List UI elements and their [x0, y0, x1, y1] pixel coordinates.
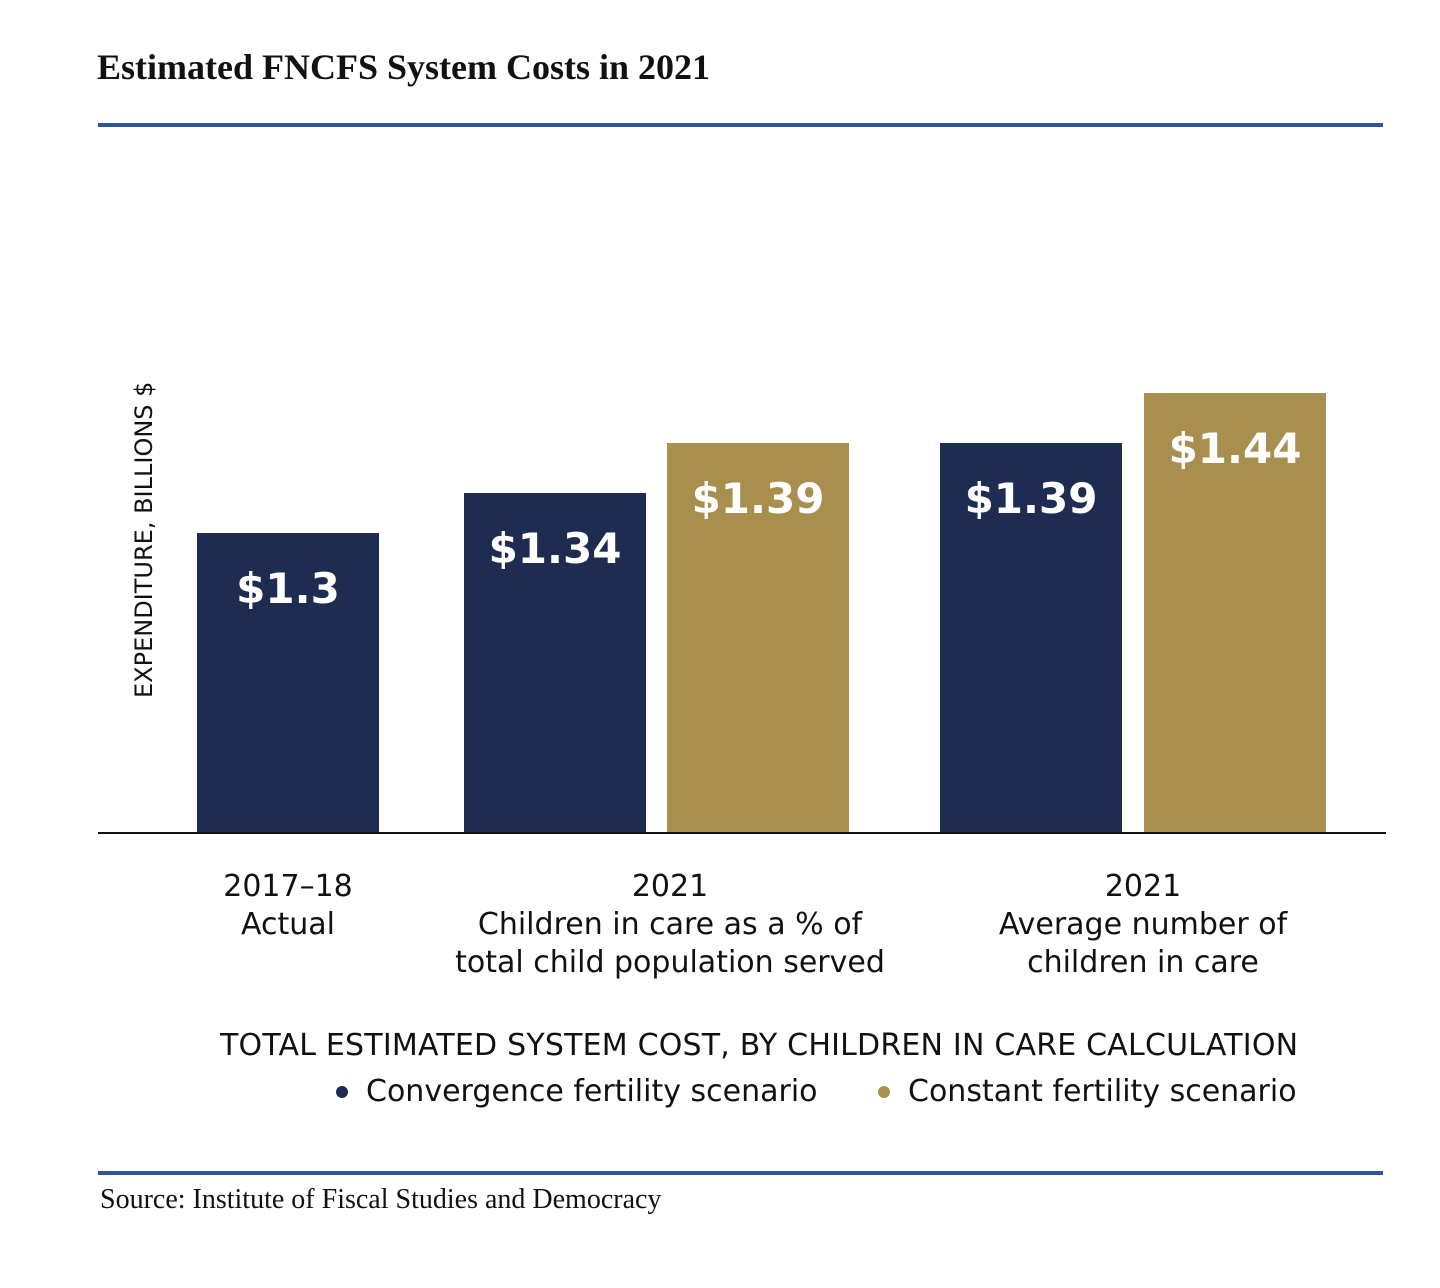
bar-constant-1	[667, 443, 849, 833]
legend-label-convergence: Convergence fertility scenario	[366, 1074, 818, 1109]
bar-constant-2	[1144, 393, 1326, 833]
category-label: Children in care as a % of	[478, 907, 864, 942]
bar-convergence-0	[197, 533, 379, 833]
category-label: 2021	[632, 869, 708, 904]
legend-title: TOTAL ESTIMATED SYSTEM COST, BY CHILDREN…	[220, 1028, 1299, 1063]
bar-value-label: $1.3	[236, 564, 340, 613]
bar-value-label: $1.39	[692, 474, 825, 523]
top-divider	[98, 123, 1383, 127]
y-axis-label: EXPENDITURE, BILLIONS $	[130, 382, 158, 698]
bar-value-label: $1.44	[1169, 424, 1302, 473]
legend-label-constant: Constant fertility scenario	[908, 1074, 1297, 1109]
bar-value-label: $1.39	[965, 474, 1098, 523]
bottom-divider	[98, 1171, 1383, 1175]
bar-convergence-2	[940, 443, 1122, 833]
category-label: total child population served	[455, 945, 885, 980]
bar-value-label: $1.34	[489, 524, 622, 573]
category-label: Actual	[241, 907, 335, 942]
legend-item-constant: Constant fertility scenario	[878, 1074, 1297, 1109]
legend-item-convergence: Convergence fertility scenario	[336, 1074, 818, 1109]
chart-title: Estimated FNCFS System Costs in 2021	[97, 47, 711, 87]
bar-labels-group: $1.3 $1.34 $1.39 $1.39 $1.44	[236, 424, 1301, 613]
legend-dot-constant	[878, 1085, 890, 1098]
category-label: 2017–18	[223, 869, 353, 904]
legend-dot-convergence	[336, 1085, 348, 1098]
bar-convergence-1	[464, 493, 646, 833]
bars-group	[197, 393, 1326, 833]
source-note: Source: Institute of Fiscal Studies and …	[100, 1184, 662, 1215]
category-label: children in care	[1027, 945, 1259, 980]
category-label: 2021	[1105, 869, 1181, 904]
category-label: Average number of	[999, 907, 1289, 942]
